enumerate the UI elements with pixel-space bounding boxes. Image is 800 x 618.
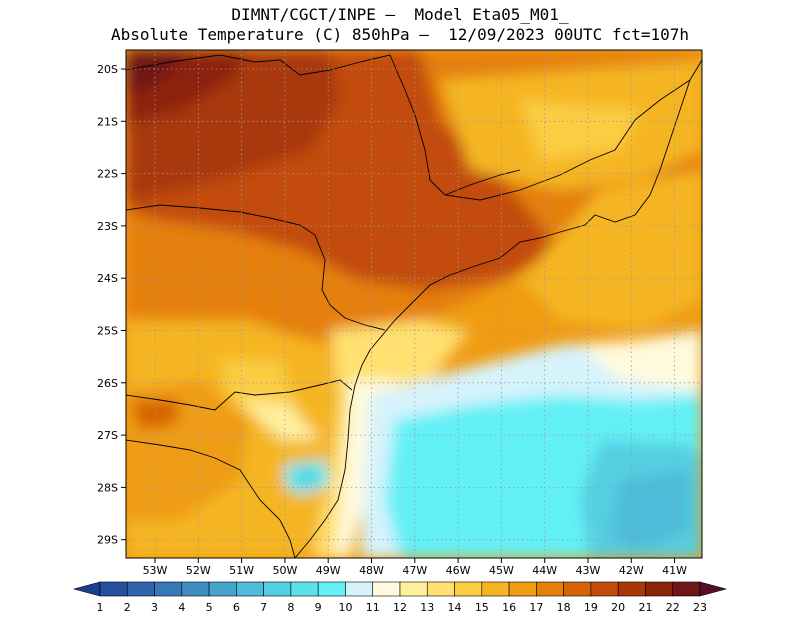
colorbar-swatch (645, 581, 674, 597)
colorbar-label: 20 (611, 601, 625, 614)
lon-label: 52W (186, 564, 211, 577)
colorbar-label: 11 (366, 601, 380, 614)
lon-label: 53W (143, 564, 168, 577)
lat-label: 24S (97, 272, 118, 285)
colorbar-swatch (181, 581, 210, 597)
colorbar-label: 18 (557, 601, 571, 614)
lat-label: 29S (97, 534, 118, 547)
lat-label: 28S (97, 481, 118, 494)
colorbar-label: 2 (124, 601, 131, 614)
lon-label: 47W (402, 564, 427, 577)
colorbar-label: 23 (693, 601, 707, 614)
colorbar-swatch (536, 581, 564, 597)
lon-label: 41W (662, 564, 687, 577)
lat-label: 21S (97, 115, 118, 128)
lon-label: 45W (489, 564, 514, 577)
lat-lon-grid (126, 50, 702, 558)
colorbar-arrow-right (699, 581, 728, 597)
map-frame (125, 49, 703, 559)
colorbar-swatch (372, 581, 401, 597)
lon-label: 42W (619, 564, 644, 577)
colorbar-label: 16 (502, 601, 516, 614)
colorbar-swatch (208, 581, 237, 597)
colorbar-label: 8 (287, 601, 294, 614)
lat-label: 22S (97, 168, 118, 181)
colorbar-label: 13 (420, 601, 434, 614)
colorbar-swatch (590, 581, 619, 597)
lat-label: 26S (97, 377, 118, 390)
colorbar-swatch (454, 581, 483, 597)
colorbar-swatch (563, 581, 592, 597)
lat-label: 23S (97, 220, 118, 233)
colorbar-label: 17 (529, 601, 543, 614)
colorbar-swatch (126, 581, 155, 597)
colorbar-swatch (426, 581, 455, 597)
lat-label: 25S (97, 325, 118, 338)
colorbar-label: 6 (233, 601, 240, 614)
lat-label: 20S (97, 63, 118, 76)
colorbar-label: 9 (315, 601, 322, 614)
coastline (126, 54, 702, 558)
colorbar-swatch (290, 581, 319, 597)
colorbar-label: 1 (97, 601, 104, 614)
colorbar-swatch (399, 581, 428, 597)
colorbar-swatch (617, 581, 646, 597)
map-title-line-1: DIMNT/CGCT/INPE — Model Eta05_M01_ (231, 5, 569, 24)
map-title-line-2: Absolute Temperature (C) 850hPa — 12/09/… (111, 25, 689, 44)
colorbar-label: 14 (448, 601, 462, 614)
colorbar-swatch (317, 581, 346, 597)
colorbar-label: 3 (151, 601, 158, 614)
temperature-field (126, 50, 702, 558)
longitude-labels: 53W 52W 51W 50W 49W 48W 47W 46W 45W 44W 43W 42W 41W (143, 558, 687, 577)
colorbar-swatch (345, 581, 374, 597)
colorbar-label: 7 (260, 601, 267, 614)
colorbar-arrow-left (72, 581, 101, 597)
colorbar-swatch (672, 581, 701, 597)
colorbar-label: 10 (338, 601, 352, 614)
colorbar-label: 15 (475, 601, 489, 614)
colorbar-label: 5 (206, 601, 213, 614)
lat-label: 27S (97, 429, 118, 442)
latitude-labels: 20S 21S 22S 23S 24S 25S 26S 27S 28S 29S (97, 63, 126, 547)
colorbar-label: 4 (178, 601, 185, 614)
colorbar-swatch (154, 581, 183, 597)
colorbar-swatch (236, 581, 264, 597)
colorbar-label: 21 (638, 601, 652, 614)
lon-label: 43W (576, 564, 601, 577)
colorbar-swatch (481, 581, 510, 597)
lon-label: 44W (532, 564, 557, 577)
colorbar-label: 22 (666, 601, 680, 614)
lon-label: 46W (446, 564, 471, 577)
colorbar-swatch (263, 581, 292, 597)
colorbar-label: 19 (584, 601, 598, 614)
colorbar-swatch (508, 581, 537, 597)
lon-label: 49W (316, 564, 341, 577)
lon-label: 51W (229, 564, 254, 577)
lon-label: 48W (359, 564, 384, 577)
colorbar-swatch (99, 581, 128, 597)
lon-label: 50W (272, 564, 297, 577)
colorbar: 1 2 3 4 5 6 7 8 9 10 11 12 13 14 15 16 17 18 19 20 21 22 23 (72, 581, 728, 614)
colorbar-label: 12 (393, 601, 407, 614)
